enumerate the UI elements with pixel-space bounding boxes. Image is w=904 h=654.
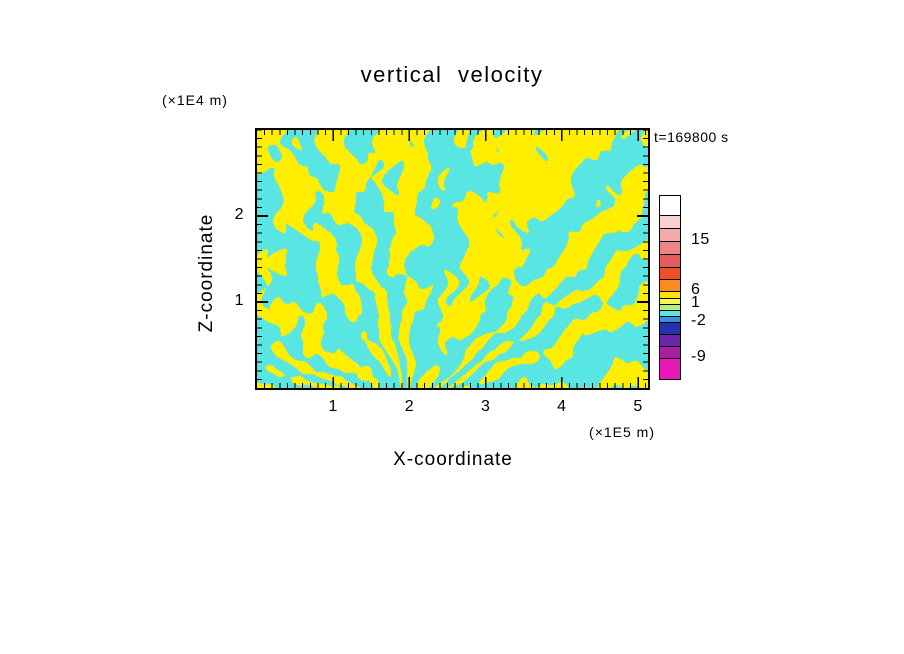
colorbar-segment bbox=[660, 242, 680, 255]
colorbar-segment bbox=[660, 268, 680, 280]
colorbar-segment bbox=[660, 317, 680, 323]
colorbar-segment bbox=[660, 311, 680, 317]
z-axis-title: Z-coordinate bbox=[196, 213, 217, 333]
x-tick-label: 3 bbox=[480, 398, 491, 415]
colorbar-tick-label: 1 bbox=[691, 294, 701, 311]
colorbar bbox=[659, 195, 681, 380]
colorbar-segment bbox=[660, 299, 680, 305]
x-tick-label: 1 bbox=[328, 398, 338, 415]
colorbar-segment bbox=[660, 196, 680, 216]
time-label: t=169800 s bbox=[654, 129, 729, 145]
x-tick-label: 4 bbox=[557, 398, 567, 415]
colorbar-segment bbox=[660, 347, 680, 359]
colorbar-segment bbox=[660, 292, 680, 299]
colorbar-segment bbox=[660, 335, 680, 347]
colorbar-tick-label: -2 bbox=[691, 312, 707, 329]
colorbar-segment bbox=[660, 255, 680, 268]
x-tick-label: 5 bbox=[633, 398, 643, 415]
colorbar-segment bbox=[660, 305, 680, 311]
y-tick-label: 1 bbox=[234, 292, 244, 309]
axis-ticks-overlay bbox=[257, 130, 648, 388]
colorbar-segment bbox=[660, 229, 680, 242]
colorbar-segment bbox=[660, 359, 680, 379]
x-tick-label: 2 bbox=[404, 398, 415, 415]
colorbar-segment bbox=[660, 216, 680, 229]
x-axis-title: X-coordinate bbox=[393, 449, 513, 470]
page-title: vertical velocity bbox=[360, 62, 544, 87]
z-units-label: (×1E4 m) bbox=[162, 92, 228, 108]
colorbar-segment bbox=[660, 323, 680, 335]
colorbar-tick-label: 15 bbox=[691, 231, 710, 248]
x-units-label: (×1E5 m) bbox=[589, 424, 655, 440]
y-tick-label: 2 bbox=[234, 206, 244, 223]
colorbar-segment bbox=[660, 280, 680, 292]
plot-frame bbox=[255, 128, 650, 390]
colorbar-tick-label: 6 bbox=[691, 281, 701, 298]
colorbar-tick-label: -9 bbox=[691, 348, 707, 365]
heatmap-canvas bbox=[257, 130, 648, 388]
